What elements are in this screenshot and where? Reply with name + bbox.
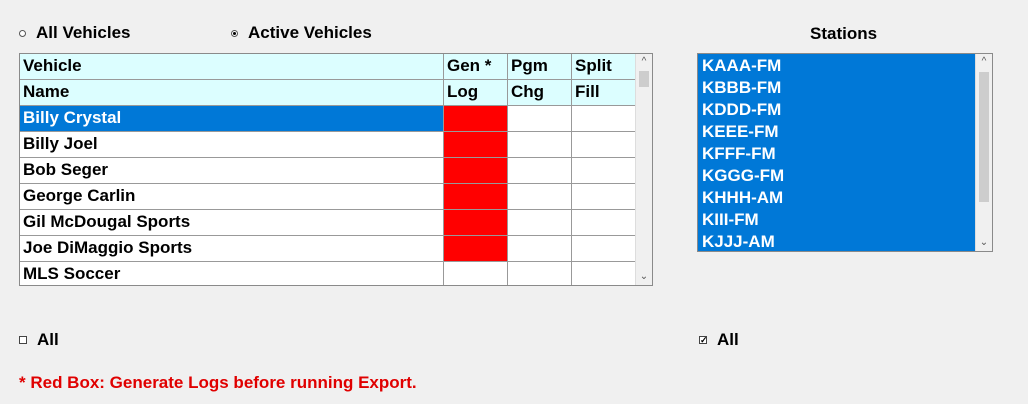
split-fill-cell[interactable]	[572, 158, 636, 184]
pgm-chg-cell[interactable]	[508, 158, 572, 184]
station-item[interactable]: KDDD-FM	[702, 100, 782, 119]
stations-select-all-checkbox[interactable]: ✓ All	[699, 330, 739, 349]
vehicle-name-cell[interactable]: Bob Seger	[20, 158, 444, 184]
station-item[interactable]: KGGG-FM	[702, 166, 785, 185]
pgm-chg-cell[interactable]	[508, 132, 572, 158]
scroll-thumb[interactable]	[639, 71, 649, 87]
header-cell: Chg	[508, 80, 572, 106]
vehicle-name-cell[interactable]: George Carlin	[20, 184, 444, 210]
split-fill-cell[interactable]	[572, 106, 636, 132]
gen-log-cell[interactable]	[444, 184, 508, 210]
header-cell: Name	[20, 80, 444, 106]
pgm-chg-cell[interactable]	[508, 236, 572, 262]
grid-scrollbar[interactable]: ^ ⌄	[635, 54, 652, 285]
gen-log-cell[interactable]	[444, 132, 508, 158]
stations-list[interactable]: KAAA-FM KBBB-FM KDDD-FM KEEE-FM KFFF-FM KGGG-…	[697, 53, 993, 252]
vehicle-grid[interactable]: Vehicle Gen * Pgm Split Name Log Chg Fil…	[19, 53, 653, 286]
vehicles-all-label: All	[37, 330, 59, 349]
gen-log-cell[interactable]	[444, 106, 508, 132]
all-vehicles-radio[interactable]: All Vehicles	[19, 23, 131, 42]
scroll-thumb[interactable]	[979, 72, 989, 202]
station-item[interactable]: KEEE-FM	[702, 122, 779, 141]
vehicles-select-all-checkbox[interactable]: All	[19, 330, 59, 349]
stations-all-label: All	[717, 330, 739, 349]
split-fill-cell[interactable]	[572, 210, 636, 236]
scroll-up-icon[interactable]: ^	[641, 56, 647, 67]
pgm-chg-cell[interactable]	[508, 262, 572, 285]
header-cell: Log	[444, 80, 508, 106]
scroll-down-icon[interactable]: ⌄	[639, 271, 649, 282]
scroll-up-icon[interactable]: ^	[981, 56, 987, 67]
table-row[interactable]: MLS Soccer	[20, 262, 636, 285]
radio-circle-icon	[231, 29, 238, 37]
split-fill-cell[interactable]	[572, 184, 636, 210]
table-row[interactable]: George Carlin	[20, 184, 636, 210]
table-row[interactable]: Billy Joel	[20, 132, 636, 158]
station-item[interactable]: KFFF-FM	[702, 144, 776, 163]
table-row[interactable]: Joe DiMaggio Sports	[20, 236, 636, 262]
grid-header-row-1: Vehicle Gen * Pgm Split	[20, 54, 636, 80]
station-item[interactable]: KIII-FM	[702, 210, 759, 229]
gen-log-cell[interactable]	[444, 158, 508, 184]
gen-log-cell[interactable]	[444, 262, 508, 285]
all-vehicles-label: All Vehicles	[36, 23, 131, 42]
station-item[interactable]: KAAA-FM	[702, 56, 782, 75]
vehicle-name-cell[interactable]: Billy Crystal	[20, 106, 444, 132]
split-fill-cell[interactable]	[572, 262, 636, 285]
grid-header-row-2: Name Log Chg Fill	[20, 80, 636, 106]
station-item[interactable]: KHHH-AM	[702, 188, 784, 207]
pgm-chg-cell[interactable]	[508, 184, 572, 210]
vehicle-name-cell[interactable]: MLS Soccer	[20, 262, 444, 285]
scroll-down-icon[interactable]: ⌄	[979, 237, 989, 248]
header-cell: Split	[572, 54, 636, 80]
header-cell: Fill	[572, 80, 636, 106]
red-box-note: * Red Box: Generate Logs before running …	[19, 373, 417, 392]
header-cell: Vehicle	[20, 54, 444, 80]
station-item[interactable]: KBBB-FM	[702, 78, 782, 97]
header-cell: Pgm	[508, 54, 572, 80]
vehicle-name-cell[interactable]: Gil McDougal Sports	[20, 210, 444, 236]
checkbox-icon	[19, 336, 27, 344]
pgm-chg-cell[interactable]	[508, 210, 572, 236]
split-fill-cell[interactable]	[572, 236, 636, 262]
pgm-chg-cell[interactable]	[508, 106, 572, 132]
stations-scrollbar[interactable]: ^ ⌄	[975, 54, 992, 251]
gen-log-cell[interactable]	[444, 236, 508, 262]
table-row[interactable]: Bob Seger	[20, 158, 636, 184]
vehicle-name-cell[interactable]: Billy Joel	[20, 132, 444, 158]
split-fill-cell[interactable]	[572, 132, 636, 158]
radio-circle-icon	[19, 29, 26, 37]
gen-log-cell[interactable]	[444, 210, 508, 236]
active-vehicles-radio[interactable]: Active Vehicles	[231, 23, 372, 42]
table-row[interactable]: Gil McDougal Sports	[20, 210, 636, 236]
checkbox-icon: ✓	[699, 335, 708, 345]
station-item[interactable]: KJJJ-AM	[702, 232, 775, 251]
active-vehicles-label: Active Vehicles	[248, 23, 372, 42]
table-row[interactable]: Billy Crystal	[20, 106, 636, 132]
vehicle-name-cell[interactable]: Joe DiMaggio Sports	[20, 236, 444, 262]
stations-title: Stations	[810, 24, 878, 43]
header-cell: Gen *	[444, 54, 508, 80]
